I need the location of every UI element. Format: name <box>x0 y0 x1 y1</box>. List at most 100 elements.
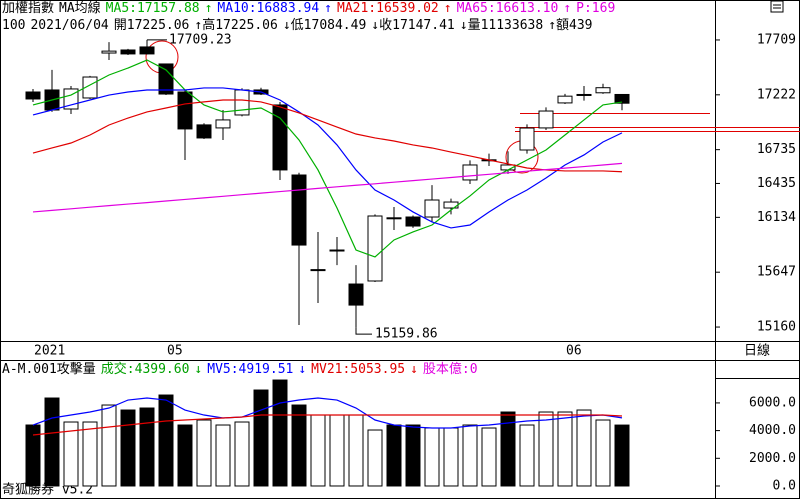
quote-item: 100 <box>2 18 26 33</box>
y-tick-label: 4000.0 <box>749 423 796 438</box>
volume-bar <box>538 411 554 487</box>
volume-bar <box>215 424 231 487</box>
panel-title: A-M.001攻擊量 <box>2 362 96 377</box>
y-tick-label: 2000.0 <box>749 451 796 466</box>
volume-bar <box>291 404 307 487</box>
volume-bar <box>63 421 79 487</box>
annotation: 15159.86 <box>375 327 438 342</box>
ma-line <box>32 59 623 258</box>
candle-body <box>158 63 174 95</box>
volume-bar <box>424 427 440 487</box>
quote-item: ↑額439 <box>548 18 593 33</box>
candle-body <box>576 93 592 96</box>
candle-body <box>177 91 193 130</box>
legend-arrow: ↓ <box>298 362 307 377</box>
legend-arrow: ↓ <box>194 362 203 377</box>
y-tick-label: 17222 <box>757 87 796 102</box>
volume-bar <box>519 424 535 487</box>
candle-body <box>538 110 554 129</box>
volume-bar <box>462 424 478 487</box>
volume-bar <box>481 427 497 487</box>
candle-body <box>82 76 98 99</box>
y-tick-label: 16134 <box>757 210 796 225</box>
ma-line <box>32 87 623 229</box>
annotation: 17709.23 <box>169 32 232 47</box>
legend-entry: MA5:17157.88 <box>105 1 200 16</box>
y-tick-label: 16435 <box>757 176 796 191</box>
legend-entry: MA10:16883.94 <box>217 1 320 16</box>
volume-bar <box>120 409 136 487</box>
legend-extra: 股本億:0 <box>422 362 478 377</box>
volume-bar <box>500 411 516 487</box>
volume-bar <box>139 407 155 487</box>
ma-line <box>32 397 623 429</box>
ma-line <box>32 414 623 436</box>
volume-legend: A-M.001攻擊量 成交:4399.60 ↓ MV5:4919.51 ↓ MV21:50… <box>2 361 714 378</box>
candle-body <box>25 91 41 100</box>
volume-bar <box>576 409 592 487</box>
volume-bar <box>101 404 117 487</box>
quote-item: 2021/06/04 <box>30 18 109 33</box>
legend-arrow: ↑ <box>563 1 572 16</box>
volume-bar <box>177 424 193 487</box>
volume-bar <box>234 421 250 487</box>
annotation-leader <box>355 327 372 335</box>
candle-body <box>348 283 364 306</box>
candle-body <box>120 49 136 55</box>
legend-arrow: ↑ <box>204 1 213 16</box>
legend-entry: MA21:16539.02 <box>337 1 439 16</box>
candle-body <box>595 87 611 94</box>
volume-bar <box>196 419 212 487</box>
y-tick-label: 15160 <box>757 320 796 335</box>
legend-extra: P:169 <box>576 1 616 16</box>
x-tick-label: 2021 <box>34 344 65 359</box>
volume-bar <box>44 397 60 487</box>
x-tick-label: 06 <box>566 344 582 359</box>
legend-arrow: ↑ <box>443 1 452 16</box>
ma-line <box>32 99 623 173</box>
legend-entry: MV21:5053.95 <box>311 362 406 377</box>
volume-bar <box>310 414 326 487</box>
volume-bar <box>614 424 630 487</box>
candle-body <box>215 119 231 129</box>
y-tick-label: 0.0 <box>773 478 796 493</box>
candle-body <box>329 249 345 252</box>
ma-line <box>32 162 623 213</box>
candle-body <box>557 95 573 104</box>
candle-body <box>272 104 288 171</box>
quote-line: 100 2021/06/04 開17225.06 ↑高17225.06 ↓低17084.… <box>2 17 714 34</box>
volume-bar <box>158 394 174 487</box>
quote-item: ↓收17147.41 <box>371 18 455 33</box>
volume-bar <box>348 414 364 487</box>
legend-arrow: ↑ <box>324 1 332 16</box>
legend-entry: MA65:16613.10 <box>456 1 559 16</box>
candle-body <box>405 216 421 227</box>
candle-body <box>367 215 383 282</box>
volume-bar <box>367 429 383 487</box>
quote-item: ↓量11133638 <box>459 18 544 33</box>
candle-body <box>139 46 155 55</box>
candle-body <box>234 89 250 116</box>
volume-bar <box>272 379 288 487</box>
candle-body <box>386 217 402 220</box>
quote-item: ↑高17225.06 <box>194 18 278 33</box>
volume-bar <box>253 389 269 487</box>
volume-bar <box>557 411 573 487</box>
candle-body <box>101 50 117 54</box>
candle-body <box>462 164 478 181</box>
y-tick-label: 15647 <box>757 265 796 280</box>
y-tick-label: 17709 <box>757 32 796 47</box>
legend-entry: MV5:4919.51 <box>207 362 294 377</box>
volume-bar <box>443 427 459 487</box>
quote-item: 開17225.06 <box>113 18 190 33</box>
legend-arrow: ↓ <box>410 362 418 377</box>
window-icon[interactable] <box>770 0 784 13</box>
volume-bar <box>595 419 611 487</box>
candle-body <box>291 174 307 246</box>
volume-bar <box>82 421 98 487</box>
candle-body <box>519 127 535 151</box>
candle-body <box>196 124 212 139</box>
